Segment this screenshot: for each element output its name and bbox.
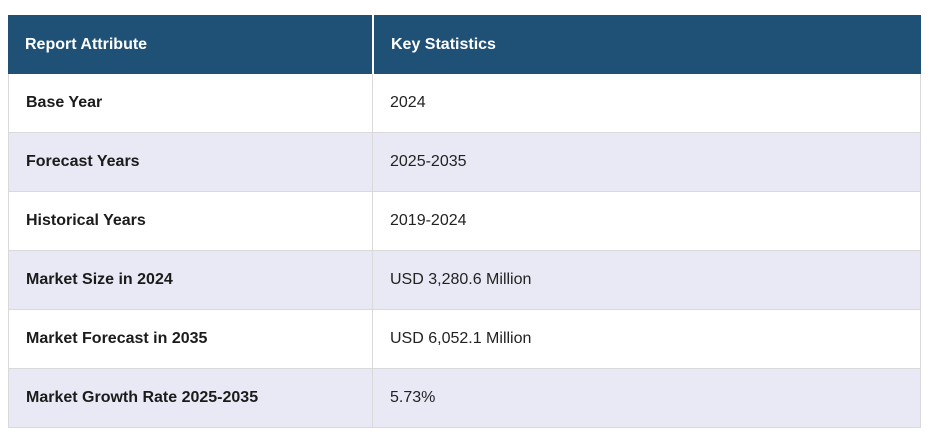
row-attribute-label: Market Growth Rate 2025-2035 — [8, 369, 372, 428]
row-attribute-label: Base Year — [8, 74, 372, 133]
row-value: 2025-2035 — [372, 133, 921, 192]
column-header-report-attribute: Report Attribute — [8, 15, 372, 74]
row-attribute-label: Market Size in 2024 — [8, 251, 372, 310]
row-value: 2024 — [372, 74, 921, 133]
table-row-forecast-years: Forecast Years 2025-2035 — [8, 133, 921, 192]
column-header-key-statistics: Key Statistics — [372, 15, 921, 74]
table-row-base-year: Base Year 2024 — [8, 74, 921, 133]
row-attribute-label: Market Forecast in 2035 — [8, 310, 372, 369]
row-attribute-label: Historical Years — [8, 192, 372, 251]
table-header-row: Report Attribute Key Statistics — [8, 15, 921, 74]
table-row-market-size: Market Size in 2024 USD 3,280.6 Million — [8, 251, 921, 310]
row-value: 5.73% — [372, 369, 921, 428]
row-value: 2019-2024 — [372, 192, 921, 251]
row-attribute-label: Forecast Years — [8, 133, 372, 192]
row-value: USD 6,052.1 Million — [372, 310, 921, 369]
table-row-market-growth-rate: Market Growth Rate 2025-2035 5.73% — [8, 369, 921, 428]
row-value: USD 3,280.6 Million — [372, 251, 921, 310]
table-row-market-forecast: Market Forecast in 2035 USD 6,052.1 Mill… — [8, 310, 921, 369]
report-statistics-table: Report Attribute Key Statistics Base Yea… — [8, 15, 921, 428]
table-row-historical-years: Historical Years 2019-2024 — [8, 192, 921, 251]
